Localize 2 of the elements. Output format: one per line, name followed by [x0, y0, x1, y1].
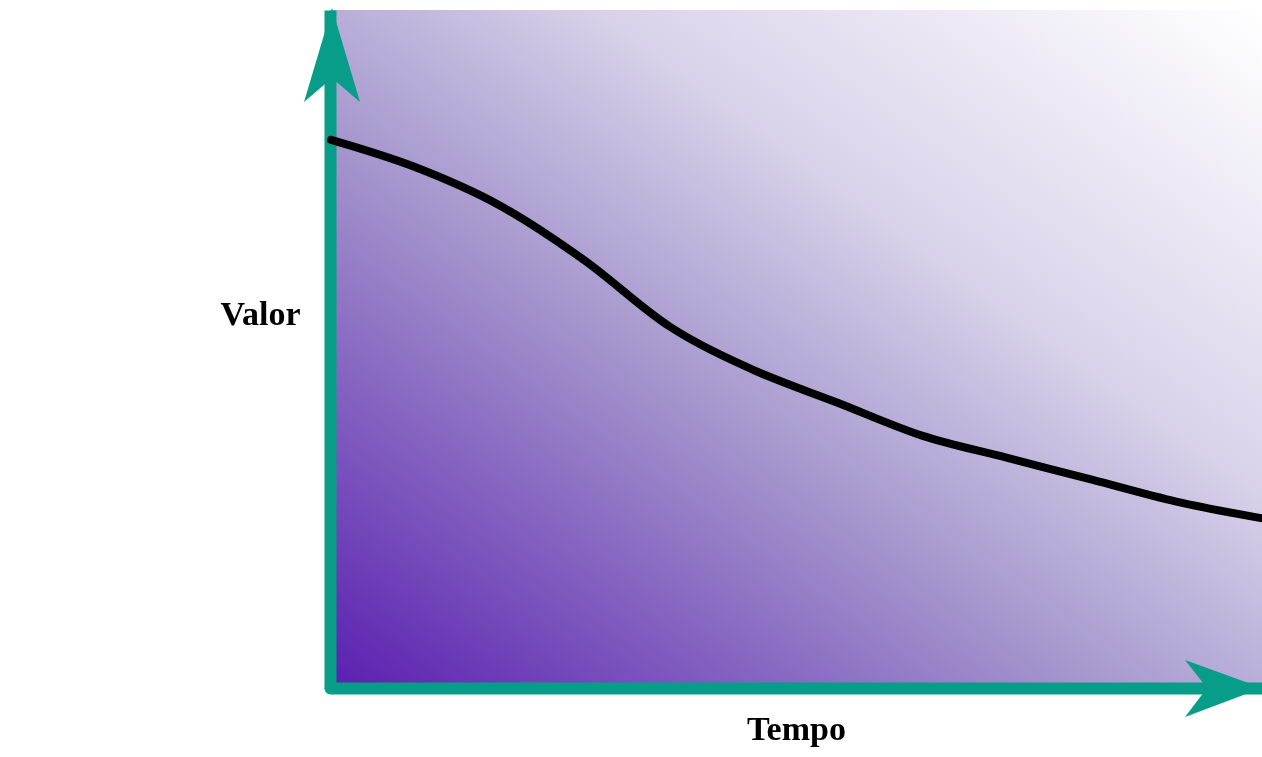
y-axis-title: Valor [220, 294, 301, 332]
x-axis-title: Tempo [747, 709, 846, 747]
